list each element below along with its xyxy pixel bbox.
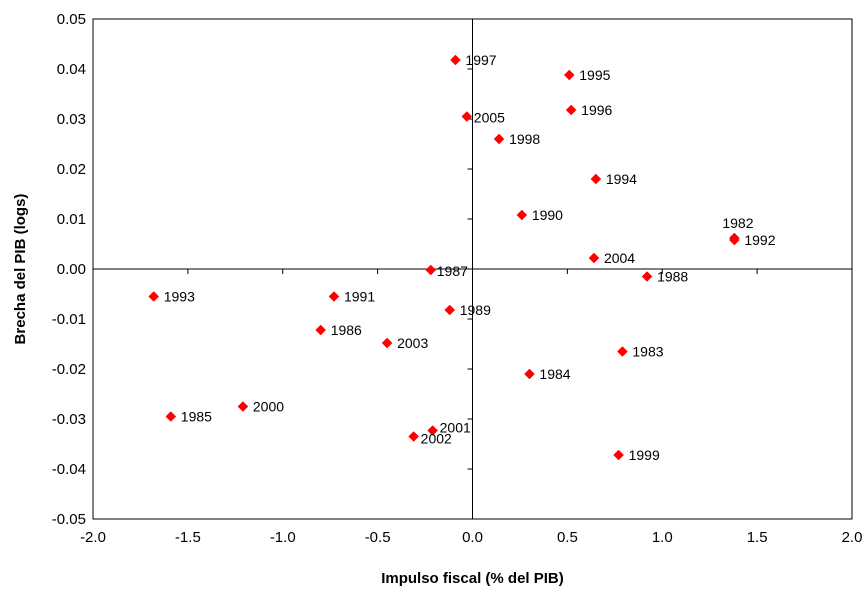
x-tick-label: -0.5 (365, 529, 391, 546)
data-point-2002 (409, 432, 419, 442)
point-label-2003: 2003 (397, 335, 428, 351)
y-tick-label: -0.04 (52, 461, 86, 478)
point-label-2000: 2000 (253, 399, 284, 415)
y-axis-title: Brecha del PIB (logs) (12, 194, 29, 345)
x-tick-label: -1.5 (175, 529, 201, 546)
y-tick-label: -0.03 (52, 411, 86, 428)
x-tick-label: 1.0 (652, 529, 673, 546)
point-label-1993: 1993 (164, 289, 195, 305)
data-point-1994 (591, 174, 601, 184)
point-label-1985: 1985 (181, 409, 212, 425)
point-label-1997: 1997 (465, 52, 496, 68)
data-point-2000 (238, 402, 248, 412)
point-label-1996: 1996 (581, 102, 612, 118)
data-point-2005 (462, 112, 472, 122)
data-point-2003 (382, 338, 392, 348)
point-label-1982: 1982 (722, 215, 753, 231)
data-point-1988 (642, 272, 652, 282)
point-label-1986: 1986 (331, 322, 362, 338)
data-point-1987 (426, 265, 436, 275)
point-label-1989: 1989 (460, 302, 491, 318)
data-point-1997 (450, 55, 460, 65)
x-axis-title: Impulso fiscal (% del PIB) (381, 570, 564, 587)
y-tick-label: 0.01 (57, 211, 86, 228)
y-tick-label: 0.00 (57, 261, 86, 278)
point-label-1999: 1999 (629, 447, 660, 463)
data-point-1999 (614, 450, 624, 460)
point-label-1992: 1992 (744, 232, 775, 248)
point-label-2004: 2004 (604, 250, 635, 266)
x-tick-label: 0.0 (462, 529, 483, 546)
y-tick-label: 0.05 (57, 11, 86, 28)
y-tick-label: 0.02 (57, 161, 86, 178)
data-point-1996 (566, 105, 576, 115)
data-point-1993 (149, 292, 159, 302)
x-tick-label: 1.5 (747, 529, 768, 546)
y-tick-label: -0.01 (52, 311, 86, 328)
point-label-1988: 1988 (657, 269, 688, 285)
x-tick-label: -2.0 (80, 529, 106, 546)
point-label-2005: 2005 (474, 110, 505, 126)
point-label-1983: 1983 (632, 344, 663, 360)
point-label-1991: 1991 (344, 289, 375, 305)
point-label-1994: 1994 (606, 171, 637, 187)
point-label-2002: 2002 (421, 431, 452, 447)
x-tick-label: 0.5 (557, 529, 578, 546)
point-label-1984: 1984 (539, 366, 570, 382)
data-point-1995 (564, 70, 574, 80)
y-tick-label: -0.02 (52, 361, 86, 378)
point-label-1998: 1998 (509, 131, 540, 147)
x-tick-label: -1.0 (270, 529, 296, 546)
x-tick-label: 2.0 (842, 529, 863, 546)
y-tick-label: 0.03 (57, 111, 86, 128)
data-point-1989 (445, 305, 455, 315)
y-tick-label: 0.04 (57, 61, 86, 78)
data-point-1998 (494, 134, 504, 144)
data-point-2004 (589, 253, 599, 263)
data-point-1984 (524, 369, 534, 379)
y-tick-label: -0.05 (52, 511, 86, 528)
point-label-1995: 1995 (579, 67, 610, 83)
data-point-1985 (166, 412, 176, 422)
data-point-1983 (617, 347, 627, 357)
data-point-1986 (316, 325, 326, 335)
point-label-1990: 1990 (532, 207, 563, 223)
data-point-1991 (329, 292, 339, 302)
data-point-1990 (517, 210, 527, 220)
point-label-1987: 1987 (437, 263, 468, 279)
